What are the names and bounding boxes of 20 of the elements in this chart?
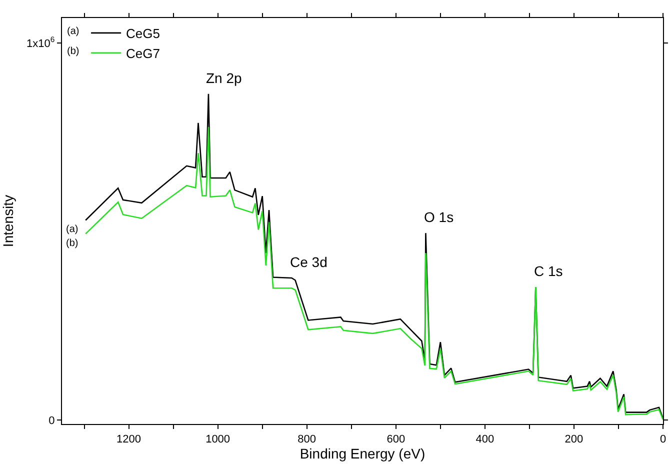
legend-label: CeG5: [126, 26, 160, 42]
annotation: Zn 2p: [206, 70, 242, 86]
x-tick-label: 0: [660, 433, 666, 446]
annotation: Ce 3d: [290, 254, 328, 270]
annotation: (b): [67, 46, 80, 57]
x-tick-label: 600: [386, 433, 406, 446]
annotation: (a): [66, 224, 78, 235]
y-tick-label: 1x10$^{6}$: [26, 35, 55, 50]
x-axis-title: Binding Energy (eV): [300, 445, 426, 462]
x-tick-label: 200: [564, 433, 584, 446]
legend-label: CeG7: [126, 46, 160, 61]
annotation: (a): [67, 26, 80, 37]
annotation: (b): [66, 238, 78, 249]
annotation: O 1s: [424, 209, 454, 225]
x-tick-label: 1200: [116, 433, 142, 446]
y-axis-title: Intensity: [0, 194, 16, 248]
x-tick-label: 1000: [206, 433, 230, 446]
x-tick-label: 800: [298, 433, 316, 446]
x-tick-label: 400: [476, 433, 494, 446]
annotation: C 1s: [534, 263, 563, 279]
